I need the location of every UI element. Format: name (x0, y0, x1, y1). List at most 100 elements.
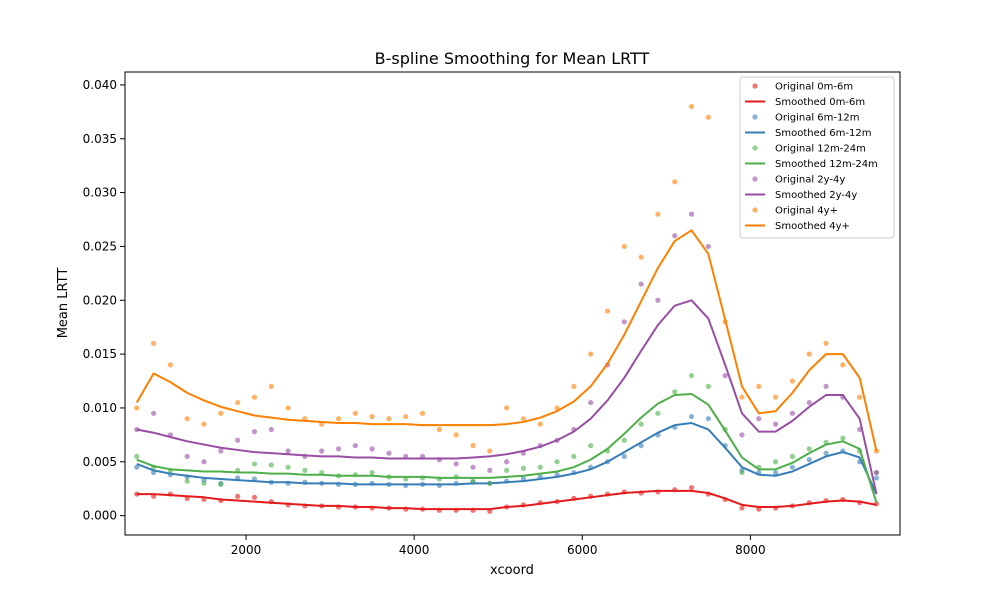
y-tick-label: 0.000 (83, 509, 117, 523)
smoothed-line (136, 422, 878, 495)
data-point (756, 416, 762, 422)
data-point (705, 383, 711, 390)
data-point (487, 480, 493, 486)
series-smoothed-4y- (135, 229, 878, 452)
data-point (823, 450, 829, 456)
data-point (470, 478, 476, 484)
series-smoothed-6m-12m (136, 422, 878, 495)
data-point (655, 297, 661, 303)
data-point (520, 416, 527, 422)
data-point (184, 453, 190, 459)
data-point (554, 405, 560, 411)
data-point (268, 462, 274, 468)
data-point (134, 453, 140, 459)
data-point (672, 233, 678, 239)
data-point (150, 340, 157, 346)
data-point (688, 103, 695, 110)
legend-marker (752, 83, 758, 89)
data-point (352, 443, 358, 449)
data-point (218, 481, 224, 487)
data-point (268, 383, 274, 390)
data-point (789, 410, 796, 416)
smoothed-line (135, 229, 878, 452)
data-point (638, 421, 644, 427)
y-axis-label: Mean LRTT (56, 268, 71, 339)
data-point (621, 319, 627, 325)
y-tick-label: 0.025 (83, 239, 117, 253)
legend-box (739, 76, 895, 239)
legend-label: Smoothed 0m-6m (775, 97, 865, 108)
smoothed-line (136, 489, 877, 511)
data-point (335, 446, 342, 452)
series-smoothed-2y-4y (136, 299, 878, 495)
data-point (554, 459, 560, 465)
data-point (739, 394, 745, 400)
data-point (722, 373, 728, 379)
legend-label: Original 12m-24m (775, 144, 866, 155)
data-point (218, 410, 224, 416)
data-point (705, 243, 711, 250)
legend-label: Smoothed 2y-4y (775, 190, 857, 201)
legend-label: Smoothed 4y+ (775, 221, 850, 232)
data-point (504, 467, 510, 473)
data-point (840, 435, 846, 441)
data-point (150, 410, 157, 416)
data-point (840, 362, 846, 368)
data-point (134, 426, 140, 433)
data-point (134, 491, 140, 497)
legend-marker (752, 145, 758, 151)
data-point (756, 383, 762, 390)
data-point (504, 405, 510, 411)
legend-marker (752, 207, 758, 213)
series-smoothed-0m-6m (136, 489, 877, 511)
x-tick-label: 2000 (231, 543, 262, 557)
data-point (806, 351, 812, 357)
data-point (806, 457, 812, 463)
data-point (773, 459, 779, 465)
data-point (520, 465, 527, 471)
legend-label: Original 4y+ (775, 206, 838, 217)
data-point (251, 494, 258, 500)
x-tick-label: 6000 (567, 543, 598, 557)
data-point (201, 459, 207, 465)
data-point (621, 453, 627, 459)
smoothed-line (136, 299, 878, 495)
data-point (638, 281, 644, 287)
data-point (235, 437, 241, 443)
data-point (302, 467, 308, 473)
x-tick-label: 8000 (735, 543, 766, 557)
data-point (386, 416, 392, 422)
data-point (235, 399, 241, 406)
plot-frame (124, 71, 901, 536)
data-point (789, 464, 796, 470)
data-point (588, 399, 594, 406)
data-point (470, 443, 476, 449)
data-point (285, 448, 291, 454)
legend-marker (752, 114, 758, 120)
data-point (403, 413, 409, 420)
smoothed-line (136, 392, 878, 503)
x-tick-label: 4000 (399, 543, 430, 557)
data-point (638, 254, 644, 260)
x-axis-label: xcoord (490, 563, 534, 578)
data-point (453, 461, 459, 467)
y-tick-label: 0.010 (83, 401, 117, 415)
data-point (369, 446, 375, 452)
legend-label: Smoothed 6m-12m (775, 128, 871, 139)
data-point (251, 461, 258, 467)
data-point (218, 448, 224, 454)
y-tick-label: 0.030 (83, 186, 117, 200)
data-point (537, 421, 543, 427)
data-point (638, 443, 644, 449)
data-point (739, 505, 745, 511)
data-point (773, 469, 779, 476)
data-point (806, 399, 812, 406)
legend-label: Original 2y-4y (775, 175, 845, 186)
legend: Original 0m-6m Smoothed 0m-6m Original 6m-… (739, 76, 895, 239)
y-tick-label: 0.035 (83, 132, 117, 146)
data-point (369, 413, 375, 420)
data-point (621, 243, 627, 250)
data-point (588, 443, 594, 449)
legend-label: Smoothed 12m-24m (775, 159, 878, 170)
